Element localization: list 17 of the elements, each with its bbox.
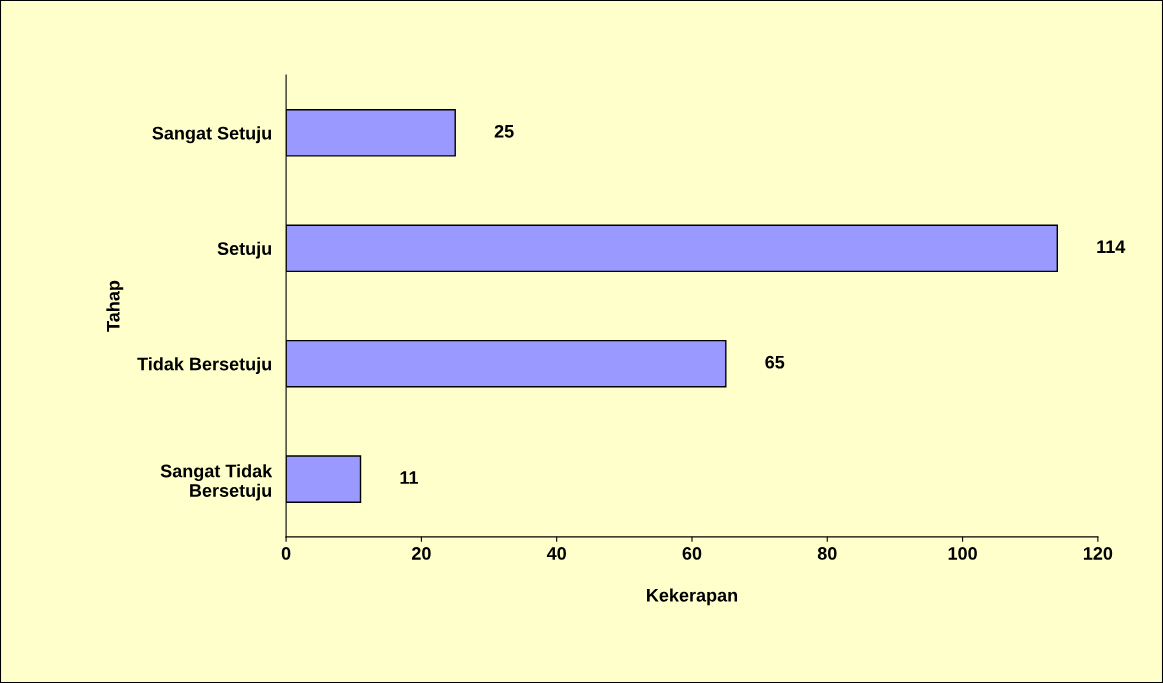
x-tick-label: 100: [948, 547, 977, 560]
x-tick-label: 60: [682, 547, 702, 560]
x-tick-label: 40: [546, 547, 566, 560]
x-axis-title: Kekerapan: [647, 588, 738, 606]
x-tick-label: 120: [1083, 547, 1113, 560]
x-tick-label: 20: [411, 547, 431, 560]
data-label: 11: [400, 471, 418, 484]
y-tick-label: Sangat Tidak Bersetuju: [160, 464, 273, 501]
data-label: 25: [494, 124, 514, 138]
x-tick-label: 80: [817, 547, 837, 560]
data-label: 65: [765, 355, 785, 369]
y-axis-title: Tahap: [106, 280, 124, 332]
y-tick-label: Setuju: [217, 241, 272, 259]
y-tick-label: Sangat Setuju: [152, 126, 272, 144]
y-tick-label: Tidak Bersetuju: [137, 357, 272, 374]
x-tick-label: 0: [281, 547, 291, 560]
data-label: 114: [1097, 240, 1126, 253]
